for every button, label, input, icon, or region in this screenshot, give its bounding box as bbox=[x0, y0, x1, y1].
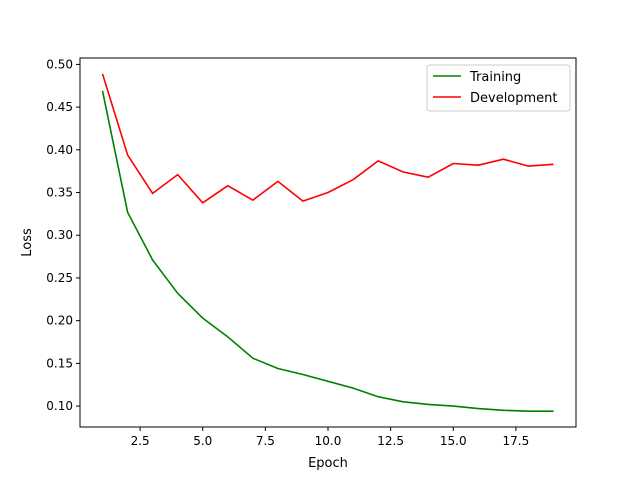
y-axis-label: Loss bbox=[20, 228, 35, 257]
x-tick-label: 7.5 bbox=[256, 434, 275, 448]
y-tick-label: 0.35 bbox=[46, 186, 73, 200]
x-tick-label: 12.5 bbox=[377, 434, 404, 448]
y-tick-label: 0.20 bbox=[46, 314, 73, 328]
y-tick-label: 0.50 bbox=[46, 57, 73, 71]
x-tick-label: 17.5 bbox=[503, 434, 530, 448]
y-tick-label: 0.40 bbox=[46, 143, 73, 157]
y-tick-label: 0.45 bbox=[46, 100, 73, 114]
x-tick-label: 15.0 bbox=[440, 434, 467, 448]
y-tick-label: 0.30 bbox=[46, 228, 73, 242]
series-line-training bbox=[101, 90, 554, 413]
x-tick-label: 2.5 bbox=[131, 434, 150, 448]
legend: Training Development bbox=[426, 64, 571, 112]
plot-lines bbox=[101, 73, 554, 413]
x-tick-label: 10.0 bbox=[315, 434, 342, 448]
y-tick-label: 0.15 bbox=[46, 356, 73, 370]
x-axis-label: Epoch bbox=[308, 456, 348, 471]
legend-label-training: Training bbox=[469, 70, 521, 85]
y-axis-ticks: 0.10 0.15 0.20 0.25 0.30 0.35 0.40 0.45 0.50 bbox=[46, 57, 80, 413]
y-tick-label: 0.25 bbox=[46, 271, 73, 285]
legend-box bbox=[426, 64, 571, 112]
legend-entries: Training Development bbox=[433, 70, 558, 106]
plot-frame bbox=[79, 57, 577, 428]
x-axis-ticks: 2.5 5.0 7.5 10.0 12.5 15.0 17.5 bbox=[131, 427, 530, 448]
x-tick-label: 5.0 bbox=[193, 434, 212, 448]
series-line-development bbox=[101, 73, 554, 204]
y-tick-label: 0.10 bbox=[46, 399, 73, 413]
legend-label-development: Development bbox=[470, 91, 558, 106]
